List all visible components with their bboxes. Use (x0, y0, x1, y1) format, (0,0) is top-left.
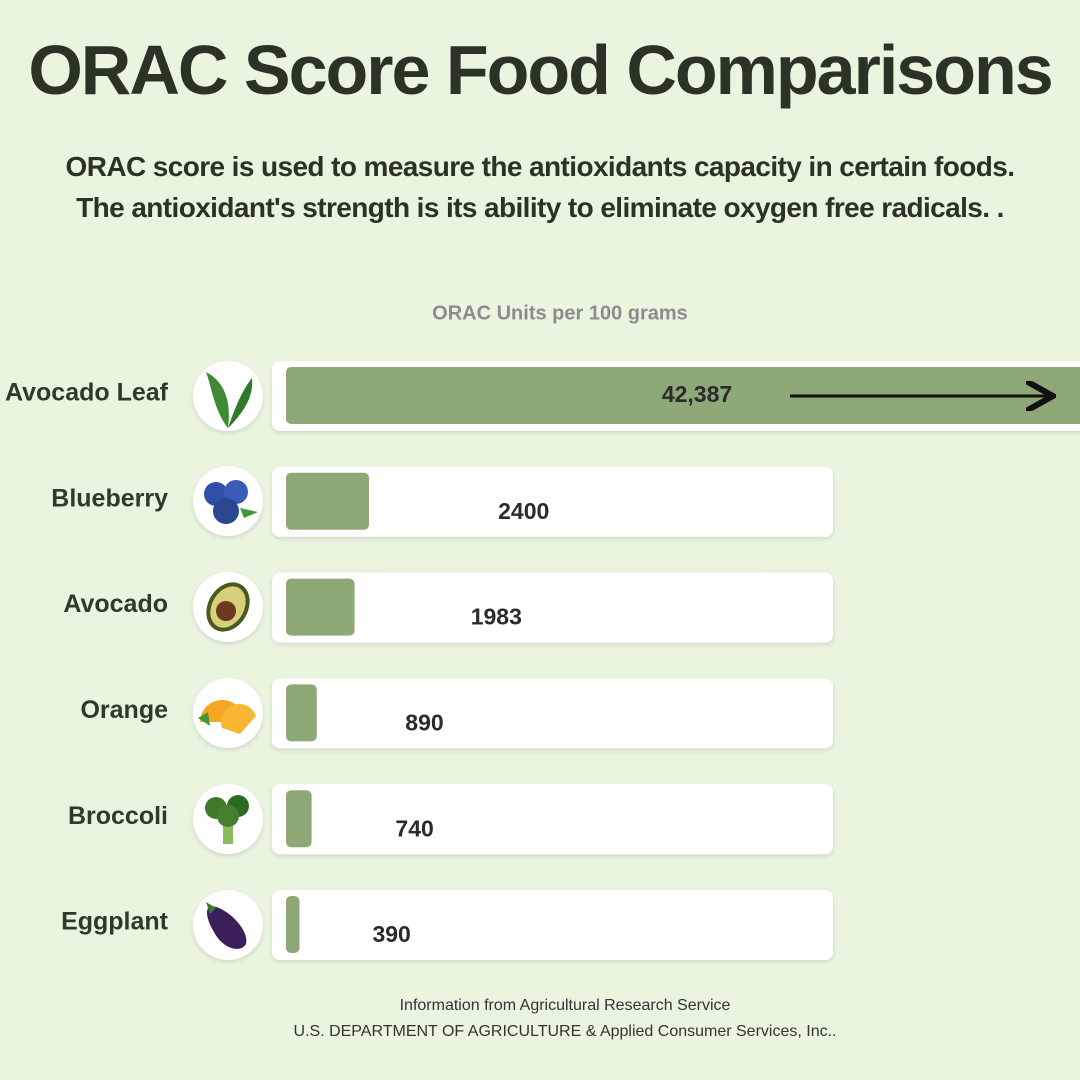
category-label: Blueberry (51, 484, 168, 512)
icon-orange (193, 678, 263, 748)
icon-avocado (193, 572, 263, 642)
value-label: 390 (372, 921, 410, 947)
bars (272, 361, 1080, 960)
icon-broccoli (193, 784, 263, 854)
chart-subtitle: ORAC score is used to measure the antiox… (65, 151, 1016, 223)
source-note: U.S. DEPARTMENT OF AGRICULTURE & Applied… (294, 1023, 837, 1040)
bar (286, 578, 355, 636)
category-label: Avocado Leaf (5, 379, 169, 407)
value-label: 740 (395, 815, 433, 841)
category-label: Eggplant (61, 908, 169, 936)
source-note: Information from Agricultural Research S… (400, 997, 731, 1014)
chart-title: ORAC Score Food Comparisons (28, 31, 1053, 109)
bar (286, 790, 312, 848)
bar (286, 367, 1080, 424)
icon-leaf (193, 361, 263, 431)
value-label: 2400 (498, 498, 549, 524)
category-label: Broccoli (68, 802, 168, 830)
value-label: 890 (405, 709, 443, 735)
icon-blueberry (193, 466, 263, 536)
bar (286, 684, 317, 742)
bar (286, 472, 369, 530)
bar-card (272, 466, 833, 537)
value-label: 42,387 (662, 381, 732, 407)
value-axis-label: ORAC Units per 100 grams (432, 302, 688, 324)
bar-card (272, 890, 833, 960)
bar-card (272, 784, 833, 855)
icon-eggplant (193, 890, 263, 960)
value-label: 1983 (471, 604, 522, 630)
category-label: Orange (80, 696, 168, 724)
bar-card (272, 678, 833, 749)
bar (286, 896, 300, 953)
bar-card (272, 572, 833, 643)
icons (193, 361, 263, 960)
category-label: Avocado (63, 590, 168, 618)
